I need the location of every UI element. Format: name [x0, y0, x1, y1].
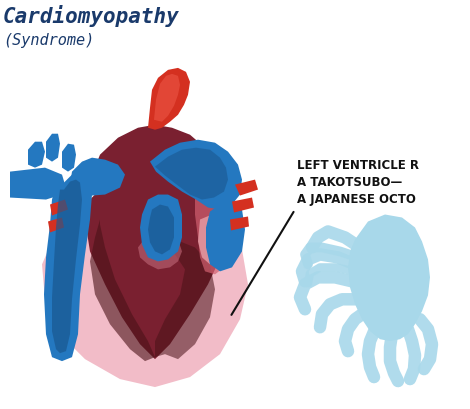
Polygon shape	[70, 158, 125, 196]
Text: (Syndrome): (Syndrome)	[3, 33, 94, 48]
Polygon shape	[148, 205, 174, 255]
Polygon shape	[62, 144, 76, 172]
Polygon shape	[154, 75, 180, 122]
Polygon shape	[28, 142, 45, 168]
Polygon shape	[148, 69, 190, 130]
Polygon shape	[138, 230, 182, 270]
Polygon shape	[90, 220, 155, 361]
Polygon shape	[198, 215, 226, 265]
Polygon shape	[44, 172, 92, 361]
Polygon shape	[85, 126, 228, 359]
Polygon shape	[42, 193, 248, 387]
Polygon shape	[230, 217, 249, 231]
Polygon shape	[150, 140, 242, 210]
Text: LEFT VENTRICLE R: LEFT VENTRICLE R	[297, 158, 419, 171]
Text: A JAPANESE OCTO: A JAPANESE OCTO	[297, 192, 416, 205]
Polygon shape	[206, 200, 245, 272]
Polygon shape	[10, 168, 65, 200]
Polygon shape	[48, 218, 64, 233]
Polygon shape	[52, 180, 82, 353]
Polygon shape	[232, 198, 254, 213]
Polygon shape	[140, 195, 182, 262]
Text: Cardiomyopathy: Cardiomyopathy	[3, 5, 180, 27]
Text: A TAKOTSUBO—: A TAKOTSUBO—	[297, 175, 402, 188]
Polygon shape	[46, 135, 60, 162]
Polygon shape	[155, 148, 228, 200]
Polygon shape	[155, 240, 215, 359]
Polygon shape	[348, 215, 430, 342]
Polygon shape	[195, 188, 240, 275]
Polygon shape	[50, 200, 68, 216]
Polygon shape	[235, 180, 258, 196]
